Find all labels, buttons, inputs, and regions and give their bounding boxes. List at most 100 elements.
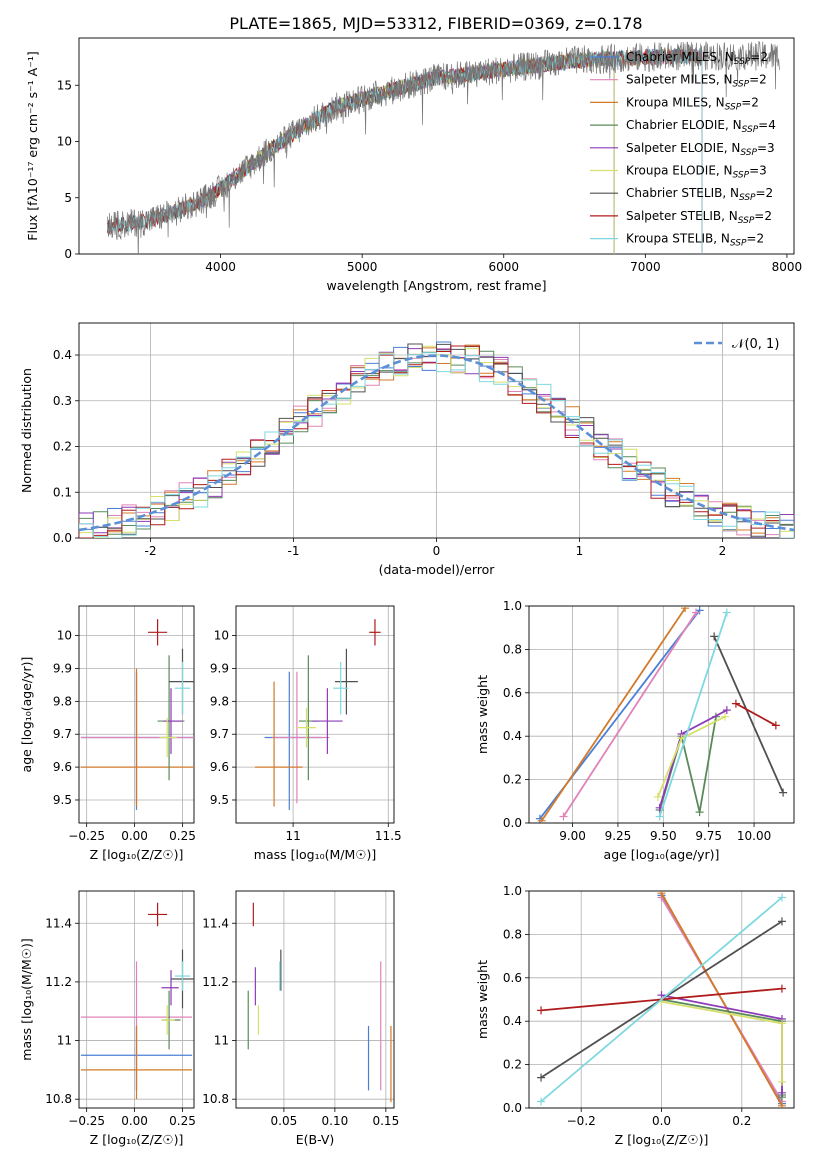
y-tick-label: 9.5 [53, 793, 72, 807]
x-tick-label: 0.15 [372, 1114, 399, 1128]
panel-residuals: -2 -1 0 1 2 0.0 0.1 0.2 0.3 0.4 (data-model)/error… [19, 322, 795, 577]
x-tick-label: 11.5 [375, 829, 402, 843]
legend-entry: Chabrier ELODIE, NSSP=4 [626, 118, 776, 135]
weight-marker-salpeter_stelib [731, 699, 740, 708]
y-axis-label: mass [log₁₀(M/M☉)] [19, 938, 34, 1060]
y-axis-label: age [log₁₀(age/yr)] [19, 657, 34, 773]
y-tick-label: 9.6 [53, 760, 72, 774]
panel-spectrum: 4000 5000 6000 7000 8000 0 5 10 15 wavelength [An… [25, 37, 803, 293]
x-axis-label: age [log₁₀(age/yr)] [604, 847, 720, 862]
x-axis-label: Z [log₁₀(Z/Z☉)] [90, 1132, 184, 1147]
errorbars [80, 902, 194, 1100]
x-tick-label: 4000 [205, 260, 236, 274]
x-tick-label: 0 [433, 544, 441, 558]
x-tick-label: 7000 [630, 260, 661, 274]
y-tick-label: 11 [214, 1034, 229, 1048]
y-tick-label: 10.8 [202, 1092, 229, 1106]
weight-line-salpeter_elodie [658, 709, 728, 809]
y-tick-label: 0.1 [53, 485, 72, 499]
weight-marker-kroupa_elodie [777, 1077, 786, 1086]
weight-lines [535, 606, 788, 823]
weight-marker-kroupa_miles [777, 1101, 786, 1108]
weight-marker-salpeter_elodie [777, 1088, 786, 1097]
y-tick-label: 0 [64, 247, 72, 261]
weight-marker-kroupa_stelib [722, 608, 731, 617]
weight-marker-salpeter_stelib [777, 984, 786, 993]
x-tick-label: 9.75 [695, 829, 722, 843]
observed-spectrum [106, 40, 781, 254]
weight-marker-salpeter_miles [559, 812, 568, 821]
y-tick-label: 9.8 [210, 694, 229, 708]
x-tick-label: 0.25 [169, 1114, 196, 1128]
x-tick-label: 8000 [772, 260, 803, 274]
x-tick-label: 0.25 [169, 829, 196, 843]
y-tick-label: 0.4 [503, 729, 522, 743]
axes-frame [78, 605, 195, 824]
y-tick-label: 0.0 [503, 1101, 522, 1115]
y-tick-label: 0.2 [503, 1058, 522, 1072]
y-tick-label: 9.7 [53, 727, 72, 741]
y-tick-label: 1.0 [503, 884, 522, 898]
axes-frame [235, 605, 395, 824]
x-tick-label: 0.0 [652, 1114, 671, 1128]
y-tick-label: 9.6 [210, 760, 229, 774]
x-axis-label: wavelength [Angstrom, rest frame] [326, 278, 546, 293]
y-axis-label: mass weight [475, 960, 490, 1039]
x-tick-label: 9.25 [605, 829, 632, 843]
x-tick-label: -2 [145, 544, 157, 558]
panel-mass_vs_Z: −0.25 0.00 0.25 10.8 11 11.2 11.4 Z [log₁₀(Z/Z☉… [19, 890, 196, 1147]
weight-line-salpeter_stelib [735, 702, 777, 727]
legend-entry: Kroupa STELIB, NSSP=2 [626, 232, 764, 249]
x-tick-label: −0.2 [567, 1114, 596, 1128]
legend-entry: Kroupa MILES, NSSP=2 [626, 95, 759, 112]
y-tick-label: 9.9 [53, 661, 72, 675]
panel-age_vs_mass: 11 11.5 9.5 9.6 9.7 9.8 9.9 10 mass [log₁₀(M/M☉)… [210, 605, 402, 862]
x-tick-label: −0.25 [68, 829, 105, 843]
y-tick-label: 9.5 [210, 793, 229, 807]
y-tick-label: 0.2 [503, 773, 522, 787]
x-tick-label: 0.2 [732, 1114, 751, 1128]
y-tick-label: 0.6 [503, 971, 522, 985]
weight-marker-kroupa_elodie [777, 1019, 786, 1028]
weight-marker-kroupa_elodie [677, 734, 686, 743]
figure-title: PLATE=1865, MJD=53312, FIBERID=0369, z=0… [229, 14, 642, 33]
legend-entry: Salpeter ELODIE, NSSP=3 [626, 141, 775, 158]
gaussian-curve [79, 354, 794, 532]
y-tick-label: 10.8 [45, 1092, 72, 1106]
panel-weight_vs_Z: −0.2 0.0 0.2 0.0 0.2 0.4 0.6 0.8 1.0 Z [log₁₀(Z/Z… [475, 884, 795, 1147]
y-tick-label: 0.4 [53, 348, 72, 362]
errorbars [255, 619, 381, 810]
y-tick-label: 10 [57, 629, 72, 643]
x-tick-label: 0.05 [271, 1114, 298, 1128]
y-tick-label: 9.8 [53, 694, 72, 708]
y-tick-label: 0.0 [503, 816, 522, 830]
weight-line-salpeter_miles [562, 612, 697, 817]
y-tick-label: 10 [214, 629, 229, 643]
weight-line-kroupa_miles [660, 892, 783, 1107]
weight-marker-salpeter_stelib [771, 721, 780, 730]
weight-marker-kroupa_stelib [777, 893, 786, 902]
x-axis-label: (data-model)/error [379, 562, 496, 577]
y-tick-label: 0.3 [53, 394, 72, 408]
weight-marker-kroupa_miles [537, 816, 546, 823]
y-tick-label: 0.0 [53, 531, 72, 545]
x-tick-label: −0.25 [68, 1114, 105, 1128]
weight-marker-kroupa_elodie [721, 712, 730, 721]
y-tick-label: 0.2 [53, 440, 72, 454]
weight-marker-kroupa_stelib [655, 812, 664, 821]
y-tick-label: 9.7 [210, 727, 229, 741]
weight-marker-salpeter_miles [691, 608, 700, 617]
y-tick-label: 0.6 [503, 686, 522, 700]
y-tick-label: 11.4 [45, 916, 72, 930]
weight-marker-kroupa_stelib [537, 1097, 546, 1106]
weight-line-kroupa_miles [540, 607, 686, 822]
weight-marker-kroupa_miles [657, 891, 666, 898]
x-axis-label: mass [log₁₀(M/M☉)] [254, 847, 376, 862]
y-tick-label: 11 [57, 1034, 72, 1048]
x-tick-label: -1 [288, 544, 300, 558]
x-tick-label: 0.10 [322, 1114, 349, 1128]
y-tick-label: 1.0 [503, 599, 522, 613]
weight-marker-chabrier_stelib [779, 788, 788, 797]
legend-entry: Salpeter MILES, NSSP=2 [626, 73, 767, 90]
x-tick-label: 11 [285, 829, 300, 843]
